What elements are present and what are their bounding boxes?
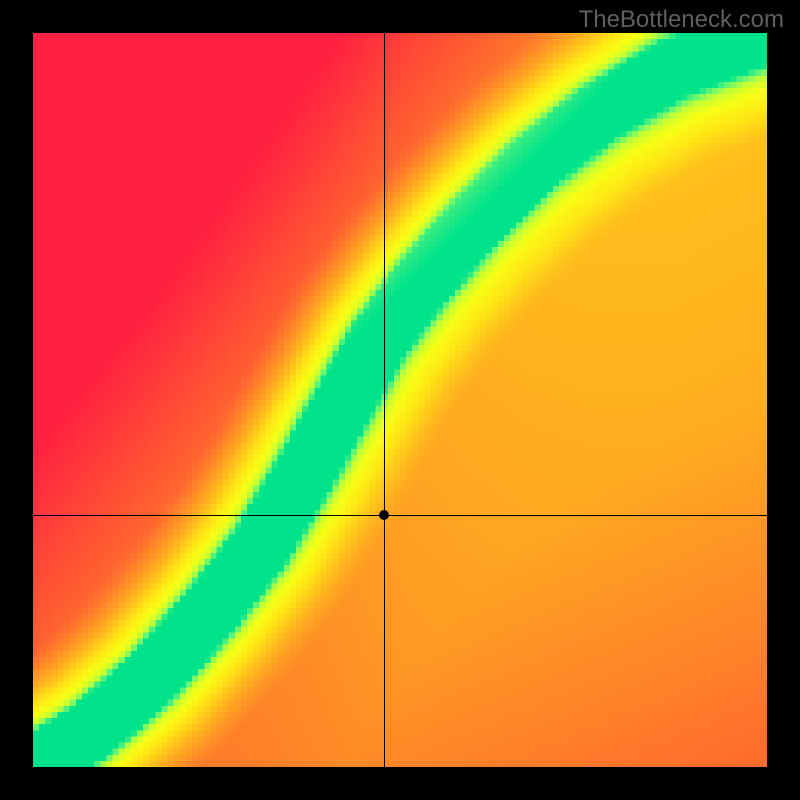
watermark-text: TheBottleneck.com xyxy=(579,6,784,34)
chart-container: { "type": "heatmap", "watermark": { "tex… xyxy=(0,0,800,800)
crosshair-horizontal xyxy=(33,515,767,516)
crosshair-marker xyxy=(379,510,389,520)
bottleneck-heatmap xyxy=(33,33,767,767)
crosshair-vertical xyxy=(384,33,385,767)
